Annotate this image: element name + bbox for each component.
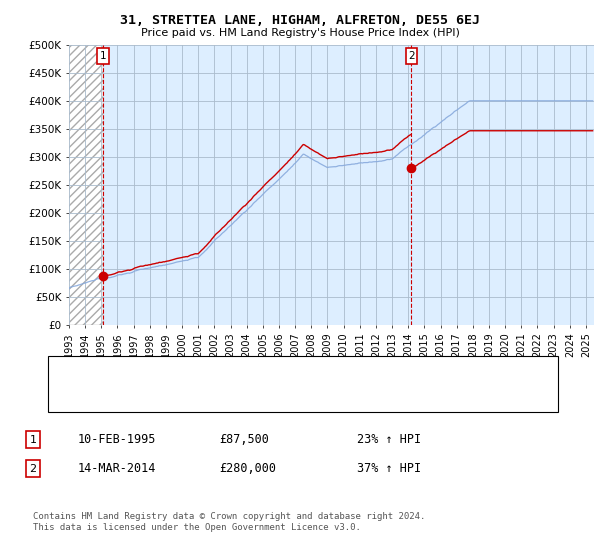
Text: 14-MAR-2014: 14-MAR-2014	[78, 462, 157, 475]
Text: 23% ↑ HPI: 23% ↑ HPI	[357, 433, 421, 446]
Text: Price paid vs. HM Land Registry's House Price Index (HPI): Price paid vs. HM Land Registry's House …	[140, 28, 460, 38]
Text: Contains HM Land Registry data © Crown copyright and database right 2024.
This d: Contains HM Land Registry data © Crown c…	[33, 512, 425, 532]
Text: —: —	[60, 361, 77, 379]
Text: 37% ↑ HPI: 37% ↑ HPI	[357, 462, 421, 475]
Text: 31, STRETTEA LANE, HIGHAM, ALFRETON, DE55 6EJ (detached house): 31, STRETTEA LANE, HIGHAM, ALFRETON, DE5…	[90, 365, 452, 375]
Text: £280,000: £280,000	[219, 462, 276, 475]
Text: —: —	[60, 383, 77, 401]
Text: HPI: Average price, detached house, North East Derbyshire: HPI: Average price, detached house, Nort…	[90, 387, 398, 397]
Text: 10-FEB-1995: 10-FEB-1995	[78, 433, 157, 446]
Text: 2: 2	[408, 51, 415, 61]
Text: 1: 1	[29, 435, 37, 445]
Text: 31, STRETTEA LANE, HIGHAM, ALFRETON, DE55 6EJ: 31, STRETTEA LANE, HIGHAM, ALFRETON, DE5…	[120, 14, 480, 27]
Text: 1: 1	[100, 51, 107, 61]
Text: £87,500: £87,500	[219, 433, 269, 446]
Text: 2: 2	[29, 464, 37, 474]
